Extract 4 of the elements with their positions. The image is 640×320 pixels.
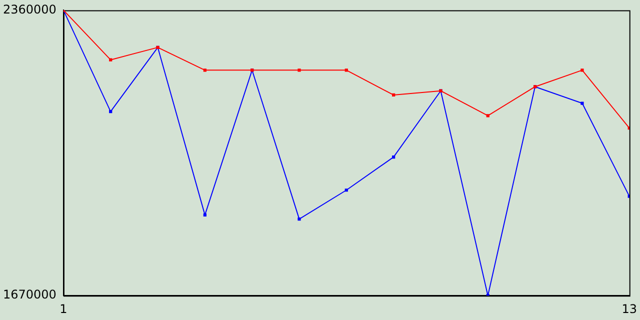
y-tick-label: 2360000 bbox=[2, 2, 56, 16]
y-tick-label: 1670000 bbox=[2, 288, 56, 302]
x-tick-label: 13 bbox=[622, 302, 638, 316]
x-tick-label: 1 bbox=[60, 302, 68, 316]
